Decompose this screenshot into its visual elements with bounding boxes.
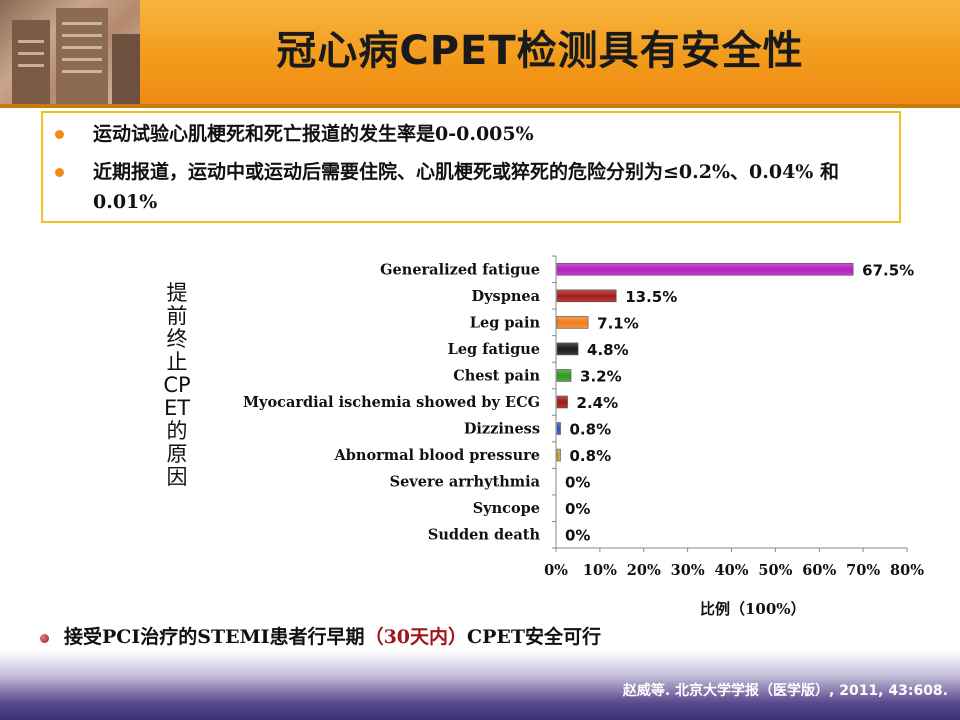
slide-title: 冠心病CPET检测具有安全性	[276, 28, 804, 74]
x-tick-label: 0%	[544, 562, 568, 579]
header-band: 冠心病CPET检测具有安全性	[0, 0, 960, 108]
category-label: Sudden death	[428, 527, 541, 544]
bar	[556, 289, 617, 303]
header-divider	[0, 104, 960, 108]
x-tick-label: 30%	[671, 562, 705, 579]
value-label: 0.8%	[570, 421, 612, 439]
bar	[556, 422, 561, 435]
bar	[556, 316, 589, 329]
footer-band	[0, 650, 960, 720]
category-label: Syncope	[473, 500, 540, 517]
category-label: Dyspnea	[472, 288, 541, 305]
x-tick-label: 60%	[802, 562, 836, 579]
note-highlight: （30天内）	[364, 626, 468, 648]
bullet-dot-icon	[55, 168, 64, 177]
value-label: 4.8%	[587, 341, 629, 359]
value-label: 0%	[565, 527, 590, 545]
category-label: Abnormal blood pressure	[334, 447, 540, 464]
category-label: Dizziness	[464, 421, 540, 438]
category-label: Leg fatigue	[448, 341, 540, 358]
value-label: 0.8%	[570, 447, 612, 465]
value-label: 2.4%	[577, 394, 619, 412]
citation: 赵威等. 北京大学学报（医学版）, 2011, 43:608.	[622, 683, 948, 699]
x-tick-label: 10%	[583, 562, 617, 579]
x-tick-label: 50%	[758, 562, 792, 579]
bottom-note: 接受PCI治疗的STEMI患者行早期（30天内）CPET安全可行	[64, 622, 601, 649]
note-text-pre: 接受PCI治疗的STEMI患者行早期	[64, 626, 365, 648]
bar	[556, 369, 572, 382]
x-tick-label: 80%	[890, 562, 924, 579]
hospital-building-image	[0, 0, 140, 104]
value-label: 13.5%	[625, 288, 677, 306]
bar	[556, 448, 561, 462]
x-axis-label: 比例（100%）	[700, 600, 806, 618]
bar	[556, 262, 854, 276]
bullet-text: 运动试验心肌梗死和死亡报道的发生率是0-0.005%	[93, 123, 534, 145]
x-tick-label: 40%	[715, 562, 749, 579]
category-label: Severe arrhythmia	[390, 474, 541, 491]
chart-side-label: 提前终止CPET的原因	[163, 281, 191, 489]
bar	[556, 395, 568, 409]
note-text-post: CPET安全可行	[467, 626, 602, 648]
x-tick-label: 70%	[846, 562, 880, 579]
key-points-box: 运动试验心肌梗死和死亡报道的发生率是0-0.005% 近期报道，运动中或运动后需…	[41, 111, 901, 223]
note-bullet-icon	[40, 634, 49, 643]
value-label: 7.1%	[597, 314, 639, 332]
value-label: 0%	[565, 474, 590, 492]
value-label: 3.2%	[580, 367, 622, 385]
bullet-text: 近期报道，运动中或运动后需要住院、心肌梗死或猝死的危险分别为≤0.2%、0.04…	[93, 161, 839, 213]
category-label: Myocardial ischemia showed by ECG	[243, 394, 540, 411]
x-tick-label: 20%	[627, 562, 661, 579]
bullet-dot-icon	[55, 130, 64, 139]
bar	[556, 342, 579, 356]
category-label: Chest pain	[453, 367, 540, 384]
category-label: Leg pain	[470, 314, 541, 331]
value-label: 0%	[565, 500, 590, 518]
value-label: 67.5%	[862, 261, 914, 279]
category-label: Generalized fatigue	[380, 261, 540, 278]
